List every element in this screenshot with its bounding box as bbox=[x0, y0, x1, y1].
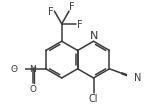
Text: N: N bbox=[29, 65, 36, 73]
Text: Cl: Cl bbox=[89, 94, 98, 104]
Text: N: N bbox=[90, 31, 98, 41]
Text: O: O bbox=[29, 85, 36, 94]
Text: +: + bbox=[32, 65, 37, 70]
Text: F: F bbox=[77, 20, 82, 30]
Text: O: O bbox=[11, 65, 18, 73]
Text: ⁻: ⁻ bbox=[12, 65, 16, 73]
Text: N: N bbox=[134, 73, 141, 83]
Text: F: F bbox=[48, 7, 54, 17]
Text: F: F bbox=[69, 2, 75, 12]
